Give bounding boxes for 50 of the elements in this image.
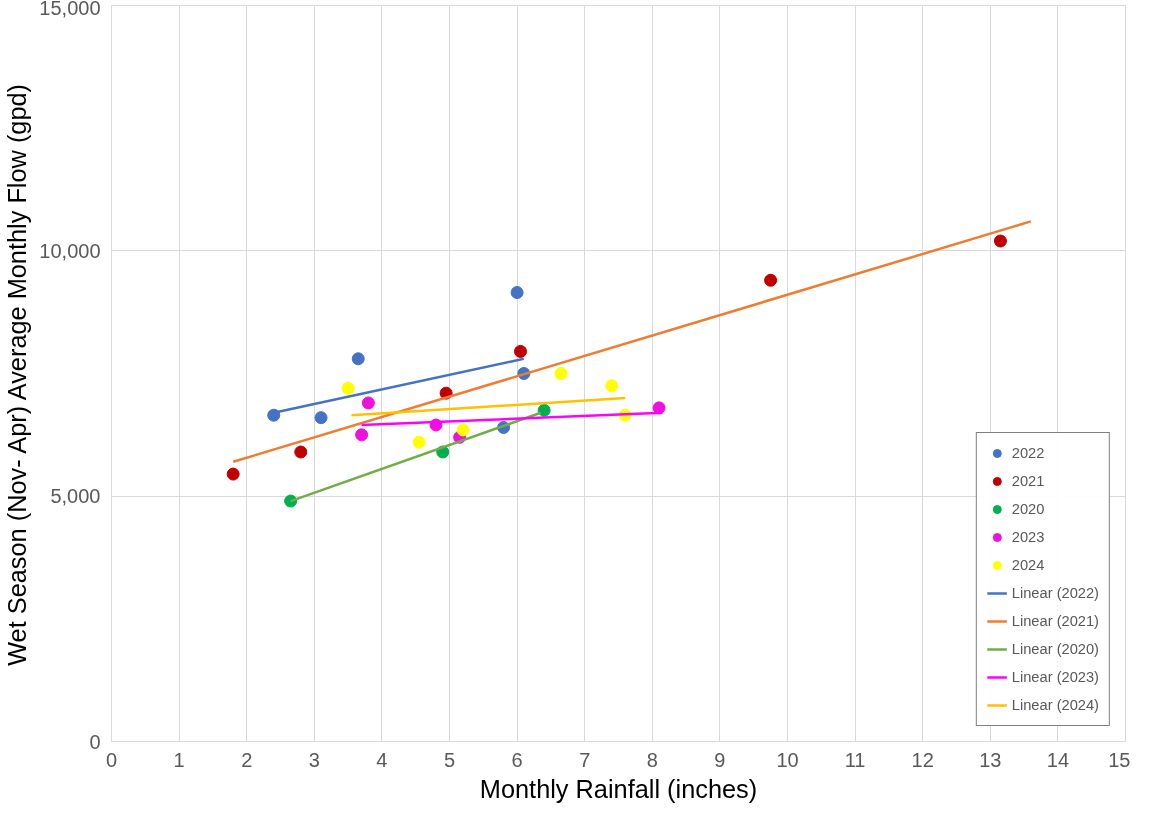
y-tick-label: 10,000: [39, 239, 101, 262]
point: [554, 367, 568, 380]
x-tick-label: 1: [173, 748, 185, 771]
point: [652, 401, 666, 415]
x-tick-label: 15: [1108, 748, 1131, 771]
point: [361, 396, 375, 410]
x-tick-label: 7: [579, 748, 591, 771]
x-tick-label: 3: [308, 748, 320, 771]
point: [993, 234, 1007, 248]
point: [412, 435, 426, 449]
y-axis-title: Wet Season (Nov- Apr) Average Monthly Flow (gpd): [3, 83, 32, 666]
point: [294, 445, 308, 459]
point: [226, 467, 240, 481]
point: [267, 408, 281, 422]
legend-label: Linear (2023): [1011, 669, 1099, 685]
point: [764, 273, 778, 287]
point: [341, 381, 355, 395]
x-tick-label: 4: [376, 748, 388, 771]
legend-label: Linear (2021): [1011, 613, 1099, 629]
legend-label: Linear (2020): [1011, 641, 1099, 657]
point: [355, 428, 369, 442]
point: [314, 411, 328, 425]
x-tick-label: 5: [443, 748, 456, 771]
point: [605, 379, 619, 393]
x-axis-title: Monthly Rainfall (inches): [479, 774, 758, 803]
legend-label: 2024: [1011, 557, 1045, 573]
y-tick-label: 5,000: [50, 485, 101, 508]
x-tick-label: 11: [844, 748, 866, 771]
y-tick-label: 0: [89, 730, 101, 753]
x-tick-label: 8: [646, 748, 658, 771]
y-tick-label: 15,000: [39, 0, 101, 19]
point: [513, 344, 527, 358]
x-tick-label: 0: [105, 748, 118, 771]
legend-label: 2022: [1011, 445, 1045, 461]
legend-label: 2020: [1011, 501, 1045, 517]
legend-label: Linear (2024): [1011, 697, 1099, 713]
x-tick-label: 2: [241, 748, 253, 771]
x-tick-label: 14: [1046, 748, 1070, 771]
legend-label: 2021: [1011, 473, 1045, 489]
x-tick-label: 13: [979, 748, 1002, 771]
point: [351, 352, 365, 366]
x-tick-label: 6: [511, 748, 523, 771]
x-tick-label: 10: [776, 748, 799, 771]
x-tick-label: 9: [714, 748, 726, 771]
point: [537, 403, 551, 417]
legend-label: 2023: [1011, 529, 1045, 545]
x-tick-label: 12: [911, 748, 934, 771]
point: [456, 423, 470, 437]
legend-label: Linear (2022): [1011, 585, 1099, 601]
point: [510, 286, 524, 300]
